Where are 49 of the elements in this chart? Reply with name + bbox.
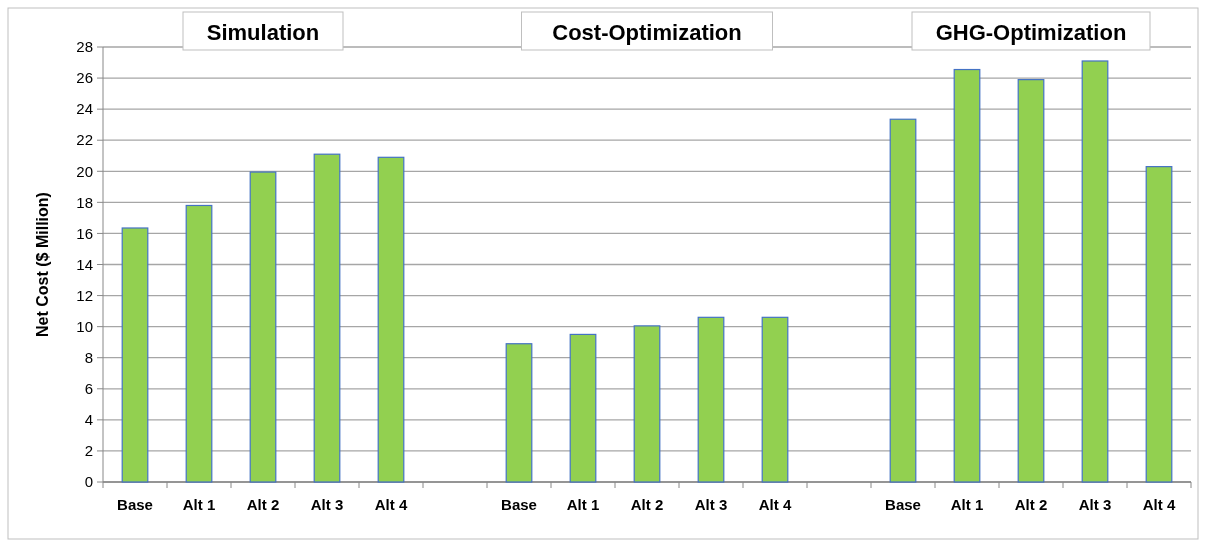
text: Simulation bbox=[206, 20, 320, 45]
bar bbox=[121, 227, 149, 483]
y-tick-label: 4 bbox=[84, 411, 93, 429]
x-tick-label: Alt 4 bbox=[758, 496, 792, 513]
x-tick-label: Alt 4 bbox=[1142, 496, 1176, 513]
y-tick-label: 16 bbox=[76, 224, 93, 242]
x-tick-label: Base bbox=[885, 496, 921, 513]
y-tick-label: 12 bbox=[76, 286, 93, 304]
text: GHG-Optimization bbox=[935, 20, 1127, 45]
x-tick-label: Alt 4 bbox=[374, 496, 408, 513]
y-tick-label: 18 bbox=[76, 193, 93, 211]
bar bbox=[313, 153, 341, 483]
y-tick-label: 2 bbox=[84, 442, 93, 460]
y-tick-label: 20 bbox=[76, 162, 93, 180]
x-tick-label: Alt 3 bbox=[1078, 496, 1112, 513]
y-tick-label: 28 bbox=[76, 38, 93, 56]
text: Cost-Optimization bbox=[552, 20, 742, 45]
y-tick-label: 6 bbox=[84, 380, 93, 398]
bar bbox=[633, 325, 661, 483]
x-tick-label: Base bbox=[117, 496, 153, 513]
y-tick-label: 22 bbox=[76, 131, 93, 149]
x-tick-label: Alt 3 bbox=[310, 496, 344, 513]
bar bbox=[761, 316, 789, 483]
bar bbox=[953, 68, 981, 483]
y-tick-label: 14 bbox=[76, 255, 93, 273]
bar bbox=[889, 118, 917, 483]
bar bbox=[377, 156, 405, 483]
bar bbox=[569, 333, 597, 483]
x-tick-label: Alt 2 bbox=[1014, 496, 1048, 513]
y-tick-label: 24 bbox=[76, 100, 93, 118]
bar bbox=[185, 204, 213, 483]
bar bbox=[249, 171, 277, 483]
bar bbox=[505, 343, 533, 483]
y-tick-label: 26 bbox=[76, 69, 93, 87]
y-axis-title: Net Cost ($ Million) bbox=[34, 192, 51, 337]
x-tick-label: Alt 1 bbox=[182, 496, 216, 513]
bar bbox=[1081, 60, 1109, 483]
x-tick-label: Alt 1 bbox=[566, 496, 600, 513]
y-tick-label: 0 bbox=[84, 473, 93, 491]
x-tick-label: Alt 1 bbox=[950, 496, 984, 513]
bar bbox=[697, 316, 725, 483]
bar bbox=[1145, 166, 1173, 483]
y-tick-label: 10 bbox=[76, 317, 93, 335]
x-tick-label: Alt 2 bbox=[246, 496, 280, 513]
x-tick-label: Base bbox=[501, 496, 537, 513]
x-tick-label: Alt 2 bbox=[630, 496, 664, 513]
y-tick-label: 8 bbox=[84, 348, 93, 366]
x-tick-label: Alt 3 bbox=[694, 496, 728, 513]
bar bbox=[1017, 79, 1045, 483]
